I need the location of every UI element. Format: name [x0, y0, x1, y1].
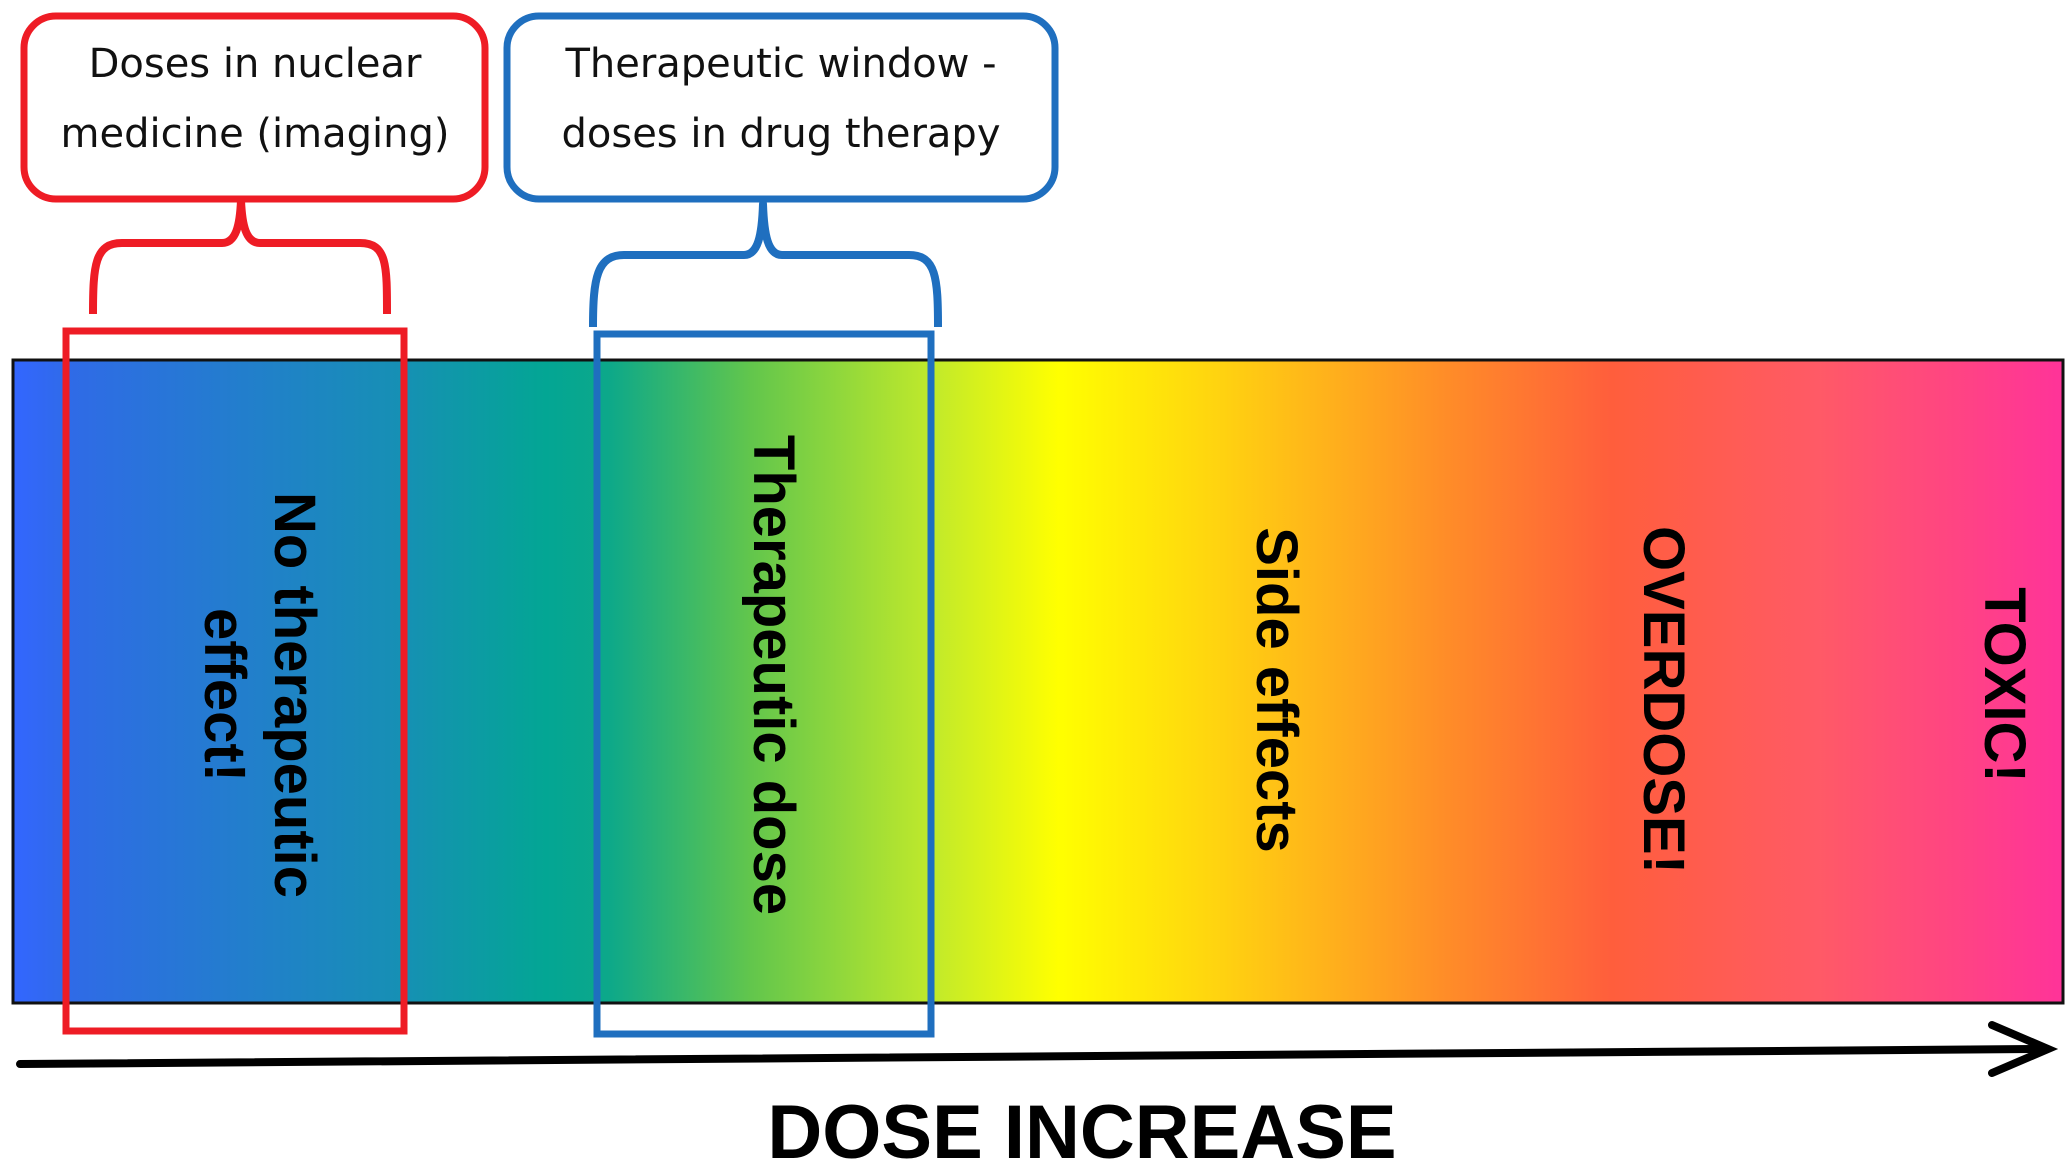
zone-label-toxic: TOXIC!	[1972, 587, 2037, 783]
therapeutic-range-box	[593, 330, 935, 1038]
imaging-callout-line1: Doses in nuclear	[89, 41, 422, 87]
therapy-callout-box	[503, 12, 1059, 203]
imaging-callout-line2: medicine (imaging)	[61, 111, 450, 157]
therapy-callout-line2: doses in drug therapy	[561, 111, 1000, 157]
zone-label-no-effect-line1: No therapeutic	[262, 492, 327, 898]
zone-label-no-effect-line2: effect!	[192, 608, 257, 782]
dose-increase-arrow-shaft	[16, 1045, 2044, 1068]
axis-label: DOSE INCREASE	[767, 1090, 1396, 1173]
zone-label-side-effects: Side effects	[1244, 527, 1309, 853]
imaging-callout-box	[20, 12, 489, 203]
therapeutic-brace	[589, 200, 942, 328]
therapy-callout-line1: Therapeutic window -	[564, 41, 996, 87]
imaging-brace	[89, 196, 391, 315]
dose-gradient-bar	[11, 358, 2065, 1005]
dose-increase-arrow-head	[1988, 1021, 2059, 1077]
zone-label-therapeutic-dose: Therapeutic dose	[741, 435, 806, 915]
zone-label-overdose: OVERDOSE!	[1631, 526, 1696, 874]
imaging-range-box	[62, 327, 408, 1035]
